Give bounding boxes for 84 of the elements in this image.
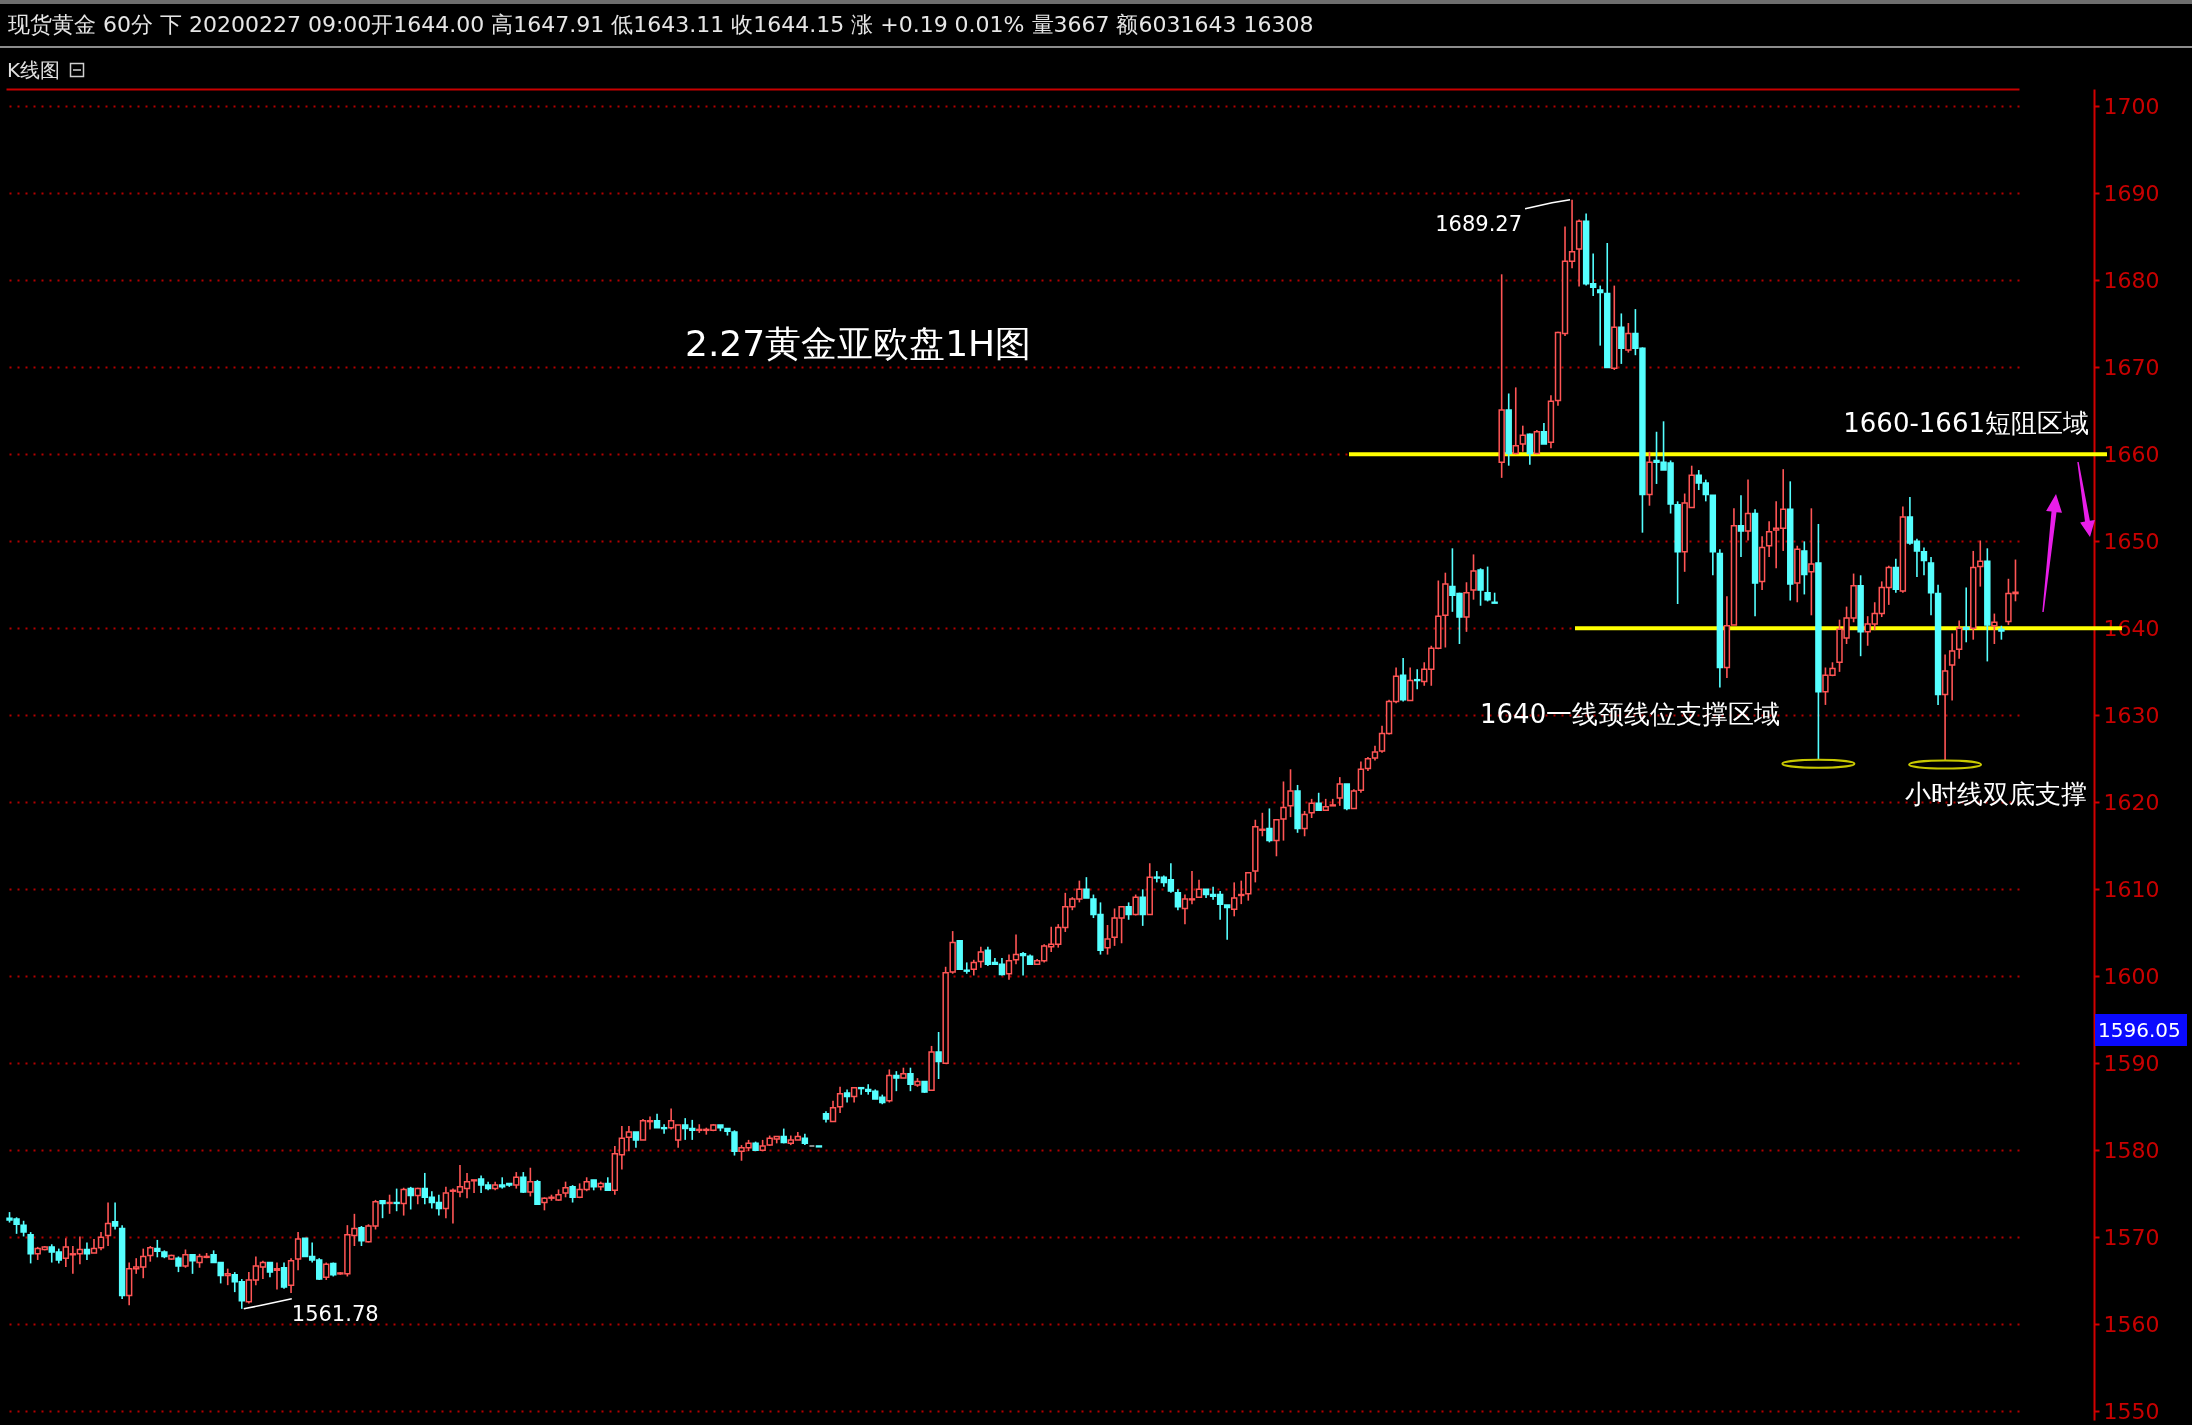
- candlestick: [534, 1179, 541, 1206]
- annotation: 1689.27: [1435, 211, 1523, 236]
- text: K线图: [7, 57, 61, 83]
- candlestick: [442, 1186, 450, 1219]
- candlestick: [358, 1225, 365, 1247]
- annotation: 1561.78: [291, 1301, 379, 1326]
- candlestick: [400, 1186, 407, 1217]
- y-tick-label: 1580: [2103, 1137, 2160, 1163]
- y-tick-label: 1610: [2103, 876, 2160, 902]
- candlestick: [1019, 951, 1027, 977]
- candlestick: [1470, 553, 1477, 601]
- candlestick: [1948, 632, 1956, 702]
- candlestick: [1414, 668, 1421, 691]
- candlestick: [1301, 810, 1308, 838]
- candlestick: [1336, 776, 1343, 807]
- candlestick: [977, 945, 985, 969]
- candlestick: [1737, 494, 1745, 558]
- candlestick: [273, 1261, 281, 1291]
- chart-subtitle: 现货黄金 60分 下 20200227 09:00开1644.00 高1647.91 低1643.11 收1644.15 涨 +0.19 0.01% 量3667 额6031643 16308: [8, 11, 1314, 39]
- candlestick: [224, 1267, 231, 1286]
- ref-line-label: 1640一线颈线位支撑区域: [1480, 699, 1781, 730]
- candlestick: [1238, 879, 1245, 905]
- candlestick: [1765, 520, 1773, 558]
- candlestick: [27, 1231, 34, 1265]
- candlestick: [386, 1193, 393, 1215]
- candlestick: [182, 1248, 189, 1269]
- y-tick-label: 1550: [2103, 1398, 2160, 1424]
- annotation: 小时线双底支撑: [1905, 779, 2087, 809]
- candlestick: [1484, 565, 1491, 603]
- candlestick: [1625, 322, 1632, 354]
- candlestick: [893, 1070, 900, 1092]
- y-tick-label: 1630: [2103, 702, 2160, 728]
- candlestick: [1526, 432, 1534, 466]
- candlestick: [907, 1066, 914, 1092]
- candlestick: [857, 1086, 865, 1096]
- candlestick: [407, 1186, 414, 1211]
- y-tick-label: 1570: [2103, 1224, 2160, 1250]
- candlestick: [1941, 653, 1949, 762]
- candlestick: [1287, 768, 1294, 818]
- candlestick: [1308, 798, 1315, 819]
- candlestick: [1174, 888, 1182, 912]
- candlestick: [1540, 422, 1548, 445]
- y-tick-label: 1650: [2103, 528, 2160, 554]
- y-tick-label: 1700: [2103, 93, 2160, 119]
- ref-line-label: 1660-1661短阻区域: [1843, 408, 2089, 439]
- candlestick: [1533, 429, 1541, 456]
- candlestick: [1977, 539, 1984, 588]
- candlestick: [1231, 881, 1238, 918]
- candlestick: [1266, 807, 1273, 844]
- candlestick: [393, 1187, 400, 1213]
- y-tick-label: 1680: [2103, 267, 2160, 293]
- candlestick: [1139, 888, 1146, 927]
- candlestick: [1477, 567, 1484, 607]
- candlestick: [1597, 284, 1604, 347]
- y-tick-label: 1620: [2103, 789, 2160, 815]
- candlestick: [935, 1031, 942, 1080]
- candlestick: [1618, 312, 1625, 365]
- candlestick: [1519, 424, 1526, 453]
- y-tick-label: 1690: [2103, 180, 2160, 206]
- y-tick-label: 1670: [2103, 354, 2160, 380]
- candlestick: [104, 1201, 112, 1247]
- candlestick: [1744, 478, 1752, 542]
- candlestick: [1406, 666, 1414, 702]
- candlestick: [1245, 872, 1252, 902]
- candlestick: [527, 1166, 534, 1198]
- candlestick: [280, 1261, 288, 1290]
- candlestick: [1991, 612, 1998, 645]
- candlestick: [294, 1231, 302, 1272]
- candlestick: [111, 1201, 119, 1231]
- y-tick-label: 1660: [2103, 441, 2160, 467]
- candlestick: [1955, 619, 1963, 660]
- candlestick: [1892, 557, 1900, 594]
- y-tick-label: 1560: [2103, 1311, 2160, 1337]
- candlestick: [1801, 540, 1808, 596]
- y-tick-label: 1600: [2103, 963, 2160, 989]
- y-tick-label: 1590: [2103, 1050, 2160, 1076]
- candlestick: [520, 1171, 527, 1194]
- candlestick: [1808, 507, 1815, 617]
- candlestick: [1963, 586, 1970, 644]
- text: 1596.05: [2098, 1018, 2181, 1042]
- candlestick: [1512, 386, 1519, 456]
- candlestick: [189, 1253, 196, 1275]
- text: 2.27黄金亚欧盘1H图: [685, 322, 1032, 364]
- candlestick: [1104, 924, 1111, 956]
